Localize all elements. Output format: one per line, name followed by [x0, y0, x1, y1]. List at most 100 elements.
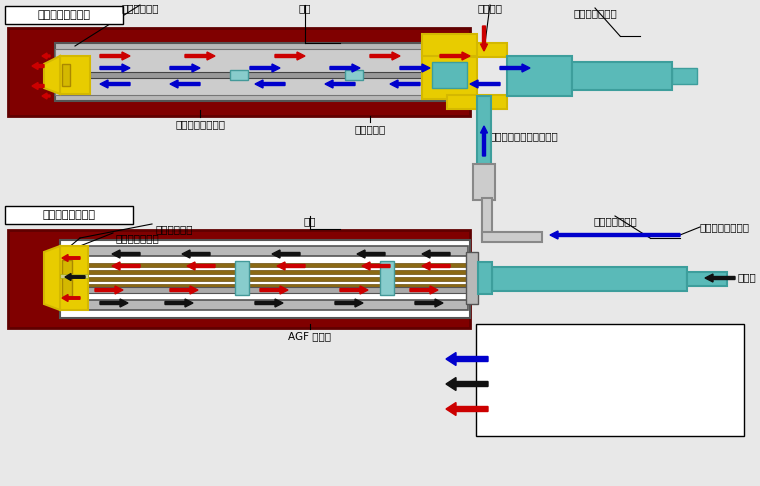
Bar	[60, 240, 470, 318]
Bar	[62, 260, 72, 296]
Text: リングビット: リングビット	[155, 224, 192, 234]
FancyArrow shape	[415, 299, 443, 307]
Bar	[8, 28, 470, 116]
Text: インナービット: インナービット	[115, 233, 159, 243]
Text: AGF ロッド: AGF ロッド	[289, 331, 331, 341]
FancyArrow shape	[250, 64, 280, 72]
Text: シャンクロッド: シャンクロッド	[593, 216, 637, 226]
Bar	[230, 70, 248, 80]
Bar	[8, 230, 470, 328]
Bar	[85, 287, 468, 293]
Text: バックブローエア: バックブローエア	[175, 119, 225, 129]
FancyArrow shape	[42, 53, 50, 59]
Bar	[60, 300, 468, 310]
Bar	[507, 56, 572, 96]
Bar	[62, 277, 470, 281]
FancyArrow shape	[330, 64, 360, 72]
Text: シャンクロッド: シャンクロッド	[573, 8, 617, 18]
Bar	[447, 95, 507, 109]
Bar	[235, 261, 249, 295]
FancyArrow shape	[446, 352, 488, 365]
Bar	[492, 267, 687, 291]
Bar	[482, 198, 492, 240]
FancyArrow shape	[470, 80, 500, 88]
FancyArrow shape	[62, 255, 80, 261]
Bar	[447, 43, 507, 57]
Text: インナー管: インナー管	[354, 124, 385, 134]
Bar	[55, 43, 475, 101]
Bar	[432, 62, 467, 88]
Bar	[60, 246, 88, 310]
FancyArrow shape	[62, 295, 80, 301]
FancyArrow shape	[95, 286, 123, 294]
FancyArrow shape	[340, 286, 368, 294]
FancyArrow shape	[112, 262, 140, 270]
Bar	[572, 62, 672, 90]
FancyArrow shape	[170, 64, 200, 72]
FancyArrow shape	[185, 52, 215, 60]
FancyArrow shape	[550, 231, 680, 239]
FancyArrow shape	[65, 274, 85, 280]
Bar	[466, 252, 478, 304]
FancyArrow shape	[446, 378, 488, 390]
Bar	[62, 64, 70, 86]
FancyArrow shape	[370, 52, 400, 60]
Bar	[380, 261, 394, 295]
FancyArrow shape	[182, 250, 210, 258]
FancyArrow shape	[170, 286, 198, 294]
Bar	[62, 263, 470, 267]
Text: 鉰管: 鉰管	[299, 3, 312, 13]
FancyArrow shape	[100, 52, 130, 60]
FancyArrow shape	[422, 250, 450, 258]
Bar	[482, 232, 542, 242]
Bar	[672, 68, 697, 84]
Text: フラッシングエア: フラッシングエア	[700, 222, 750, 232]
Bar	[62, 270, 470, 274]
FancyArrow shape	[422, 262, 450, 270]
Bar	[478, 262, 492, 294]
Bar	[62, 284, 470, 288]
FancyArrow shape	[446, 402, 488, 416]
Bar	[422, 34, 477, 56]
Bar	[687, 272, 727, 286]
FancyArrow shape	[170, 80, 200, 88]
FancyArrow shape	[272, 250, 300, 258]
Text: 排土およびリターン水: 排土およびリターン水	[490, 329, 553, 339]
FancyArrow shape	[400, 64, 430, 72]
Text: ： 削孔水の流れ: ： 削孔水の流れ	[546, 379, 596, 389]
Bar	[422, 51, 477, 99]
FancyArrow shape	[32, 83, 44, 89]
FancyArrow shape	[275, 52, 305, 60]
Text: スイベル: スイベル	[477, 3, 502, 13]
Bar	[60, 56, 90, 94]
Text: ロストビット: ロストビット	[122, 3, 159, 13]
FancyArrow shape	[100, 299, 128, 307]
FancyArrow shape	[260, 286, 288, 294]
FancyArrow shape	[277, 262, 305, 270]
Text: 凡　例: 凡 例	[599, 330, 621, 343]
FancyArrow shape	[100, 80, 130, 88]
Text: 無水削孔システム: 無水削孔システム	[37, 10, 90, 20]
FancyArrow shape	[480, 126, 487, 156]
Bar	[55, 49, 475, 95]
Text: ： エアーの流れ: ： エアーの流れ	[546, 354, 596, 364]
Bar	[60, 274, 88, 278]
Polygon shape	[44, 246, 60, 310]
Bar	[5, 206, 133, 224]
FancyArrow shape	[480, 26, 487, 51]
FancyArrow shape	[705, 274, 735, 282]
FancyArrow shape	[255, 299, 283, 307]
Text: 排土およびリターンエア: 排土およびリターンエア	[490, 131, 559, 141]
FancyArrow shape	[100, 64, 130, 72]
FancyArrow shape	[335, 299, 363, 307]
Text: 通常削孔システム: 通常削孔システム	[43, 210, 96, 220]
FancyArrow shape	[440, 52, 470, 60]
FancyArrow shape	[112, 250, 140, 258]
Polygon shape	[44, 56, 60, 94]
Bar	[476, 324, 744, 436]
Bar	[5, 6, 123, 24]
FancyArrow shape	[357, 250, 385, 258]
FancyArrow shape	[362, 262, 390, 270]
Bar	[473, 164, 495, 200]
FancyArrow shape	[187, 262, 215, 270]
